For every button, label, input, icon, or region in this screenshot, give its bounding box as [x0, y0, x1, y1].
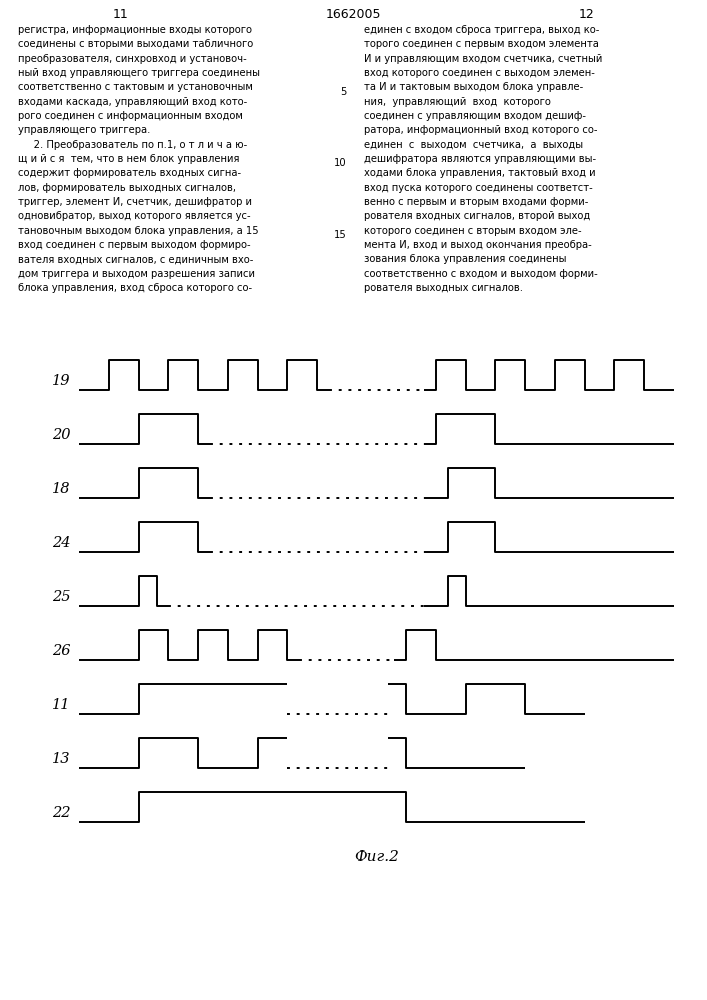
Text: та И и тактовым выходом блока управле-: та И и тактовым выходом блока управле-: [364, 82, 583, 92]
Text: мента И, вход и выход окончания преобра-: мента И, вход и выход окончания преобра-: [364, 240, 592, 250]
Text: 24: 24: [52, 536, 70, 550]
Text: 1662005: 1662005: [326, 8, 381, 21]
Text: 12: 12: [579, 8, 595, 21]
Text: соответственно с входом и выходом форми-: соответственно с входом и выходом форми-: [364, 269, 598, 279]
Text: управляющего триггера.: управляющего триггера.: [18, 125, 150, 135]
Text: 11: 11: [52, 698, 70, 712]
Text: ходами блока управления, тактовый вход и: ходами блока управления, тактовый вход и: [364, 168, 596, 178]
Text: тановочным выходом блока управления, а 15: тановочным выходом блока управления, а 1…: [18, 226, 258, 236]
Text: 13: 13: [52, 752, 70, 766]
Text: рователя выходных сигналов.: рователя выходных сигналов.: [364, 283, 523, 293]
Text: ния,  управляющий  вход  которого: ния, управляющий вход которого: [364, 97, 551, 107]
Text: Фиг.2: Фиг.2: [354, 850, 399, 864]
Text: входами каскада, управляющий вход кото-: входами каскада, управляющий вход кото-: [18, 97, 247, 107]
Text: блока управления, вход сброса которого со-: блока управления, вход сброса которого с…: [18, 283, 252, 293]
Text: вход которого соединен с выходом элемен-: вход которого соединен с выходом элемен-: [364, 68, 595, 78]
Text: лов, формирователь выходных сигналов,: лов, формирователь выходных сигналов,: [18, 183, 235, 193]
Text: ратора, информационный вход которого со-: ратора, информационный вход которого со-: [364, 125, 597, 135]
Text: 18: 18: [52, 482, 70, 496]
Text: соответственно с тактовым и установочным: соответственно с тактовым и установочным: [18, 82, 252, 92]
Text: триггер, элемент И, счетчик, дешифратор и: триггер, элемент И, счетчик, дешифратор …: [18, 197, 252, 207]
Text: вход соединен с первым выходом формиро-: вход соединен с первым выходом формиро-: [18, 240, 250, 250]
Text: 10: 10: [334, 158, 346, 168]
Text: торого соединен с первым входом элемента: торого соединен с первым входом элемента: [364, 39, 599, 49]
Text: 26: 26: [52, 644, 70, 658]
Text: 20: 20: [52, 428, 70, 442]
Text: содержит формирователь входных сигна-: содержит формирователь входных сигна-: [18, 168, 241, 178]
Text: рователя входных сигналов, второй выход: рователя входных сигналов, второй выход: [364, 211, 590, 221]
Text: преобразователя, синхровход и установоч-: преобразователя, синхровход и установоч-: [18, 54, 247, 64]
Text: рого соединен с информационным входом: рого соединен с информационным входом: [18, 111, 243, 121]
Text: дом триггера и выходом разрешения записи: дом триггера и выходом разрешения записи: [18, 269, 255, 279]
Text: щ и й с я  тем, что в нем блок управления: щ и й с я тем, что в нем блок управления: [18, 154, 239, 164]
Text: соединены с вторыми выходами табличного: соединены с вторыми выходами табличного: [18, 39, 253, 49]
Text: единен  с  выходом  счетчика,  а  выходы: единен с выходом счетчика, а выходы: [364, 140, 583, 150]
Text: одновибратор, выход которого является ус-: одновибратор, выход которого является ус…: [18, 211, 250, 221]
Text: единен с входом сброса триггера, выход ко-: единен с входом сброса триггера, выход к…: [364, 25, 600, 35]
Text: соединен с управляющим входом дешиф-: соединен с управляющим входом дешиф-: [364, 111, 586, 121]
Text: дешифратора являются управляющими вы-: дешифратора являются управляющими вы-: [364, 154, 596, 164]
Text: 15: 15: [334, 230, 346, 240]
Text: которого соединен с вторым входом эле-: которого соединен с вторым входом эле-: [364, 226, 582, 236]
Text: ный вход управляющего триггера соединены: ный вход управляющего триггера соединены: [18, 68, 259, 78]
Text: регистра, информационные входы которого: регистра, информационные входы которого: [18, 25, 252, 35]
Text: 11: 11: [112, 8, 128, 21]
Text: 25: 25: [52, 590, 70, 604]
Text: И и управляющим входом счетчика, счетный: И и управляющим входом счетчика, счетный: [364, 54, 602, 64]
Text: 5: 5: [340, 87, 346, 97]
Text: венно с первым и вторым входами форми-: венно с первым и вторым входами форми-: [364, 197, 588, 207]
Text: 22: 22: [52, 806, 70, 820]
Text: 2. Преобразователь по п.1, о т л и ч а ю-: 2. Преобразователь по п.1, о т л и ч а ю…: [18, 140, 247, 150]
Text: зования блока управления соединены: зования блока управления соединены: [364, 254, 566, 264]
Text: вателя входных сигналов, с единичным вхо-: вателя входных сигналов, с единичным вхо…: [18, 254, 253, 264]
Text: 19: 19: [52, 374, 70, 388]
Text: вход пуска которого соединены соответст-: вход пуска которого соединены соответст-: [364, 183, 593, 193]
